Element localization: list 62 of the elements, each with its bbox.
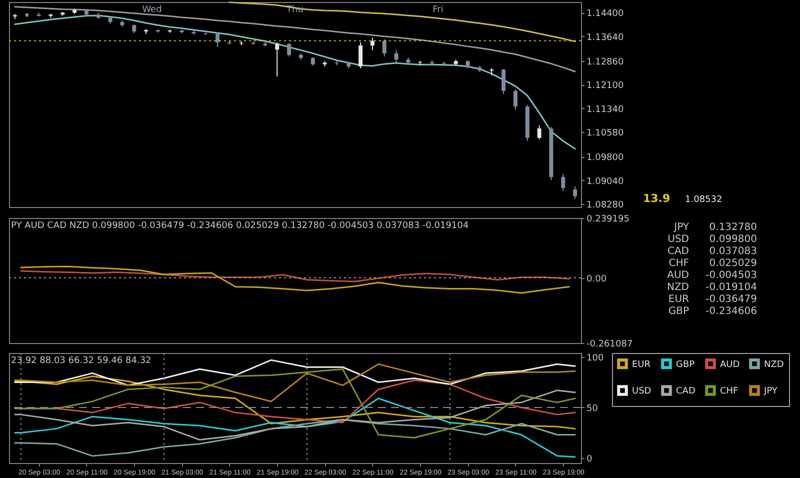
- line-series: [14, 6, 576, 72]
- text: AUD: [667, 270, 690, 281]
- candlestick: [394, 50, 398, 64]
- text: 1.08532: [685, 195, 722, 205]
- y-tick-label: 1.10580: [586, 128, 624, 139]
- text: 13.9: [643, 192, 670, 205]
- legend-label: USD: [632, 386, 652, 396]
- legend-label: CHF: [720, 386, 738, 396]
- text: EUR: [668, 294, 690, 305]
- candlestick: [382, 38, 386, 57]
- text: 0.037083: [709, 246, 757, 257]
- y-tick-label: 1.08280: [586, 200, 624, 211]
- text: 0.132780: [709, 222, 757, 233]
- text: 0.025029: [709, 258, 757, 269]
- y-tick-label: -0.261087: [586, 340, 633, 350]
- line-series: [228, 2, 576, 42]
- y-tick-label: 1.13640: [586, 32, 624, 43]
- candlestick: [561, 173, 566, 192]
- candlestick: [502, 68, 506, 95]
- legend-label: AUD: [720, 360, 740, 370]
- candlestick: [216, 32, 220, 48]
- text: -0.234606: [706, 306, 757, 317]
- candlestick: [537, 124, 542, 140]
- annotation: 23.92 88.03 66.32 59.46 84.32: [11, 356, 152, 366]
- candlestick: [358, 42, 363, 69]
- annotation: Wed: [142, 5, 162, 15]
- text: -0.004503: [706, 270, 757, 281]
- text: JPY: [673, 222, 690, 233]
- legend-label: NZD: [764, 360, 784, 370]
- candlestick: [370, 37, 374, 51]
- line-series: [20, 270, 570, 282]
- text: USD: [668, 234, 690, 245]
- line-series: [14, 14, 576, 150]
- y-tick-label: 0: [586, 454, 592, 464]
- y-tick-label: 1.11340: [586, 104, 624, 115]
- y-tick-label: 50: [586, 404, 598, 414]
- y-tick-label: 100: [586, 354, 604, 364]
- text: 0.099800: [709, 234, 757, 245]
- y-tick-label: 0.00: [586, 274, 607, 284]
- legend-label: EUR: [632, 360, 651, 370]
- legend-label: GBP: [676, 360, 696, 370]
- y-tick-label: 1.12100: [586, 81, 624, 92]
- text: -0.019104: [706, 282, 757, 293]
- text: GBP: [668, 306, 689, 317]
- candlestick: [287, 42, 292, 57]
- text: CHF: [668, 258, 690, 269]
- text: NZD: [666, 282, 690, 293]
- legend-label: CAD: [676, 386, 696, 396]
- y-tick-label: 0.239195: [586, 214, 630, 224]
- y-tick-label: 1.09040: [586, 176, 624, 187]
- candlestick: [513, 88, 518, 110]
- legend-label: JPY: [763, 386, 778, 396]
- text: CAD: [667, 246, 690, 257]
- candlestick: [573, 186, 578, 200]
- y-tick-label: 1.09800: [586, 153, 624, 164]
- y-tick-label: 1.14400: [586, 9, 624, 20]
- annotation: PY AUD CAD NZD 0.099800 -0.036479 -0.234606 0.025029 0.132780 -0.004503 0.037083 -0.019104: [11, 221, 469, 231]
- line-series: [20, 266, 570, 294]
- text: -0.036479: [706, 294, 757, 305]
- y-tick-label: 1.12860: [586, 57, 624, 68]
- annotation: Fri: [432, 5, 444, 15]
- candlestick: [275, 42, 280, 77]
